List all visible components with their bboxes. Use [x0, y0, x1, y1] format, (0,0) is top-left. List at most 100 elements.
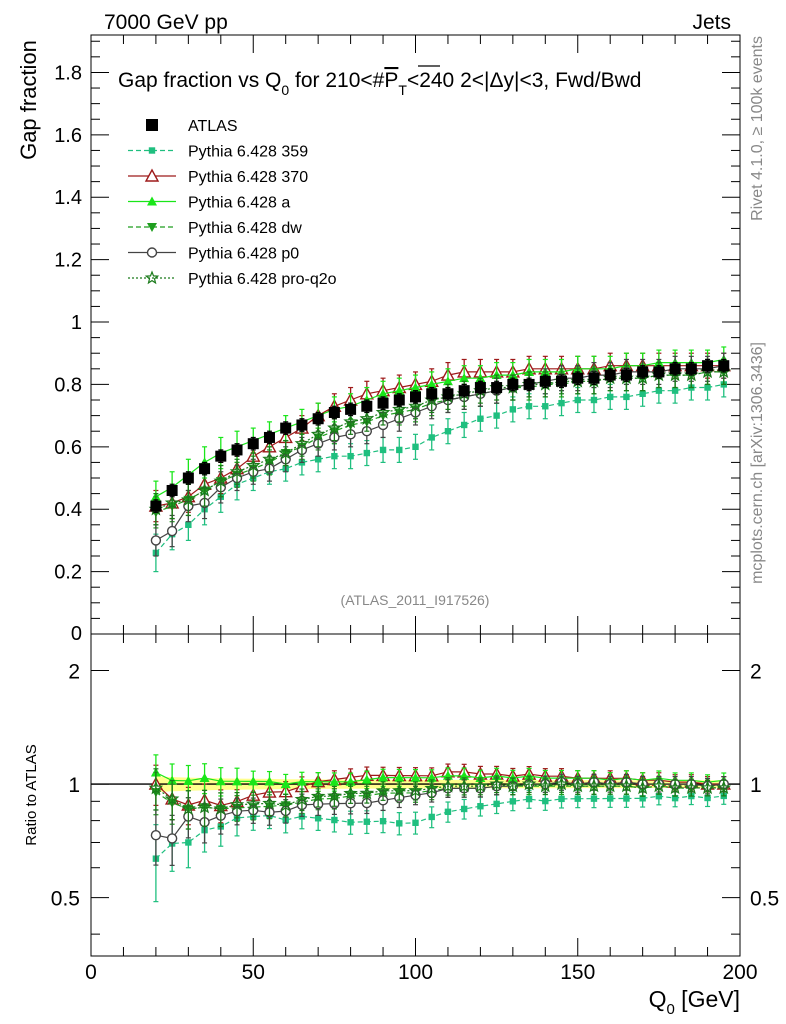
x-axis-label-unit: [GeV] — [675, 986, 740, 1012]
data-point — [572, 372, 584, 384]
data-point — [521, 776, 537, 791]
data-point — [359, 411, 375, 425]
data-point — [671, 387, 679, 394]
data-point — [148, 147, 156, 154]
legend-label: ATLAS — [188, 118, 238, 135]
x-tick-labels: 0 50 100 150 200 — [85, 961, 757, 984]
data-point — [623, 393, 630, 401]
x-tick-label: 150 — [560, 961, 595, 984]
data-point — [493, 412, 500, 419]
data-point — [150, 535, 162, 546]
data-point — [363, 818, 371, 825]
data-point — [653, 366, 665, 378]
data-point — [379, 817, 387, 825]
data-point — [347, 819, 354, 826]
data-point — [278, 797, 293, 812]
data-point — [314, 456, 322, 463]
data-point — [442, 388, 454, 400]
data-point — [396, 446, 403, 454]
data-point — [505, 778, 521, 793]
data-point — [312, 413, 324, 425]
data-point — [144, 168, 160, 182]
data-point — [412, 443, 419, 451]
data-point — [619, 778, 634, 793]
mcplots-label: mcplots.cern.ch [arXiv:1306.3436] — [749, 342, 766, 584]
data-point — [181, 492, 196, 507]
legend-entry: Pythia 6.428 dw — [128, 220, 302, 237]
data-point — [639, 795, 646, 802]
data-point — [428, 434, 435, 441]
data-point — [700, 780, 715, 795]
data-point — [639, 390, 646, 397]
x-axis-label: Q0 [GeV] — [649, 986, 740, 1018]
main-series-layer — [148, 346, 732, 573]
ratio-axis-ticks — [91, 634, 740, 956]
data-point — [197, 482, 212, 497]
data-point — [655, 387, 663, 394]
data-point — [489, 776, 504, 791]
title-part-tail: <240 2<|Δy|<3, Fwd/Bwd — [407, 69, 642, 92]
data-point — [408, 398, 423, 413]
data-point — [185, 839, 192, 846]
title-part-pbar: P — [384, 69, 398, 92]
data-point — [410, 772, 421, 782]
data-point — [379, 446, 387, 454]
data-point — [392, 401, 407, 416]
main-panel: 0.2 0.4 0.6 0.8 1 1.2 1.4 1.6 1.8 0 Gap fraction … — [16, 34, 741, 645]
data-point — [213, 473, 229, 488]
data-point — [377, 397, 389, 409]
chart-title: Gap fraction vs Q0 for 210<#PT<240 2<|Δy… — [118, 69, 641, 98]
main-y-tick-label: 1.2 — [54, 250, 82, 272]
data-point — [459, 373, 470, 383]
data-point — [509, 798, 517, 805]
data-point — [704, 794, 711, 802]
header-left-label: 7000 GeV pp — [104, 11, 228, 34]
legend-entry: Pythia 6.428 359 — [128, 144, 308, 161]
data-point — [150, 500, 162, 512]
data-point — [442, 376, 453, 386]
data-point — [424, 780, 439, 795]
data-point — [148, 780, 164, 795]
main-y-tick-label: 1.4 — [54, 187, 82, 209]
ratio-y-tick-label-right: 1 — [750, 774, 762, 797]
ratio-panel: 0.5 0.5 1 1 2 2 Ratio to ATLAS 0 50 100 150 200 Q… — [23, 633, 779, 1018]
data-point — [444, 428, 452, 435]
data-point — [393, 394, 405, 406]
data-point — [684, 780, 699, 795]
data-point — [378, 388, 389, 398]
data-point — [428, 813, 435, 821]
data-point — [147, 223, 157, 232]
data-point — [542, 797, 549, 805]
x-tick-label: 200 — [722, 961, 757, 984]
data-point — [262, 795, 277, 810]
data-point — [294, 791, 310, 806]
ratio-y-tick-label: 1 — [68, 774, 80, 797]
data-point — [327, 788, 342, 803]
x-tick-label: 0 — [85, 961, 97, 984]
data-point — [554, 776, 569, 791]
data-point — [164, 791, 180, 806]
data-point — [460, 421, 468, 429]
data-point — [718, 360, 730, 372]
data-point — [247, 438, 259, 450]
data-point — [588, 372, 600, 384]
data-point — [278, 445, 293, 460]
title-part-pre: Gap fraction vs Q — [118, 69, 281, 92]
data-point — [263, 431, 275, 443]
ratio-y-axis-label: Ratio to ATLAS — [23, 744, 40, 845]
data-point — [525, 795, 533, 803]
main-y-tick-label: 0.8 — [54, 374, 82, 396]
legend-label: Pythia 6.428 359 — [188, 144, 308, 161]
data-point — [262, 451, 277, 466]
data-point — [375, 404, 391, 419]
legend-label: Pythia 6.428 370 — [188, 169, 308, 186]
data-point — [245, 796, 261, 811]
main-y-tick-label: 1.8 — [54, 62, 82, 84]
data-point — [343, 785, 358, 800]
ratio-y-tick-label: 2 — [68, 661, 80, 684]
data-point — [570, 778, 586, 793]
data-point — [231, 444, 243, 456]
ratio-y-tick-labels: 0.5 0.5 1 1 2 2 — [51, 661, 779, 911]
data-point — [331, 816, 338, 824]
